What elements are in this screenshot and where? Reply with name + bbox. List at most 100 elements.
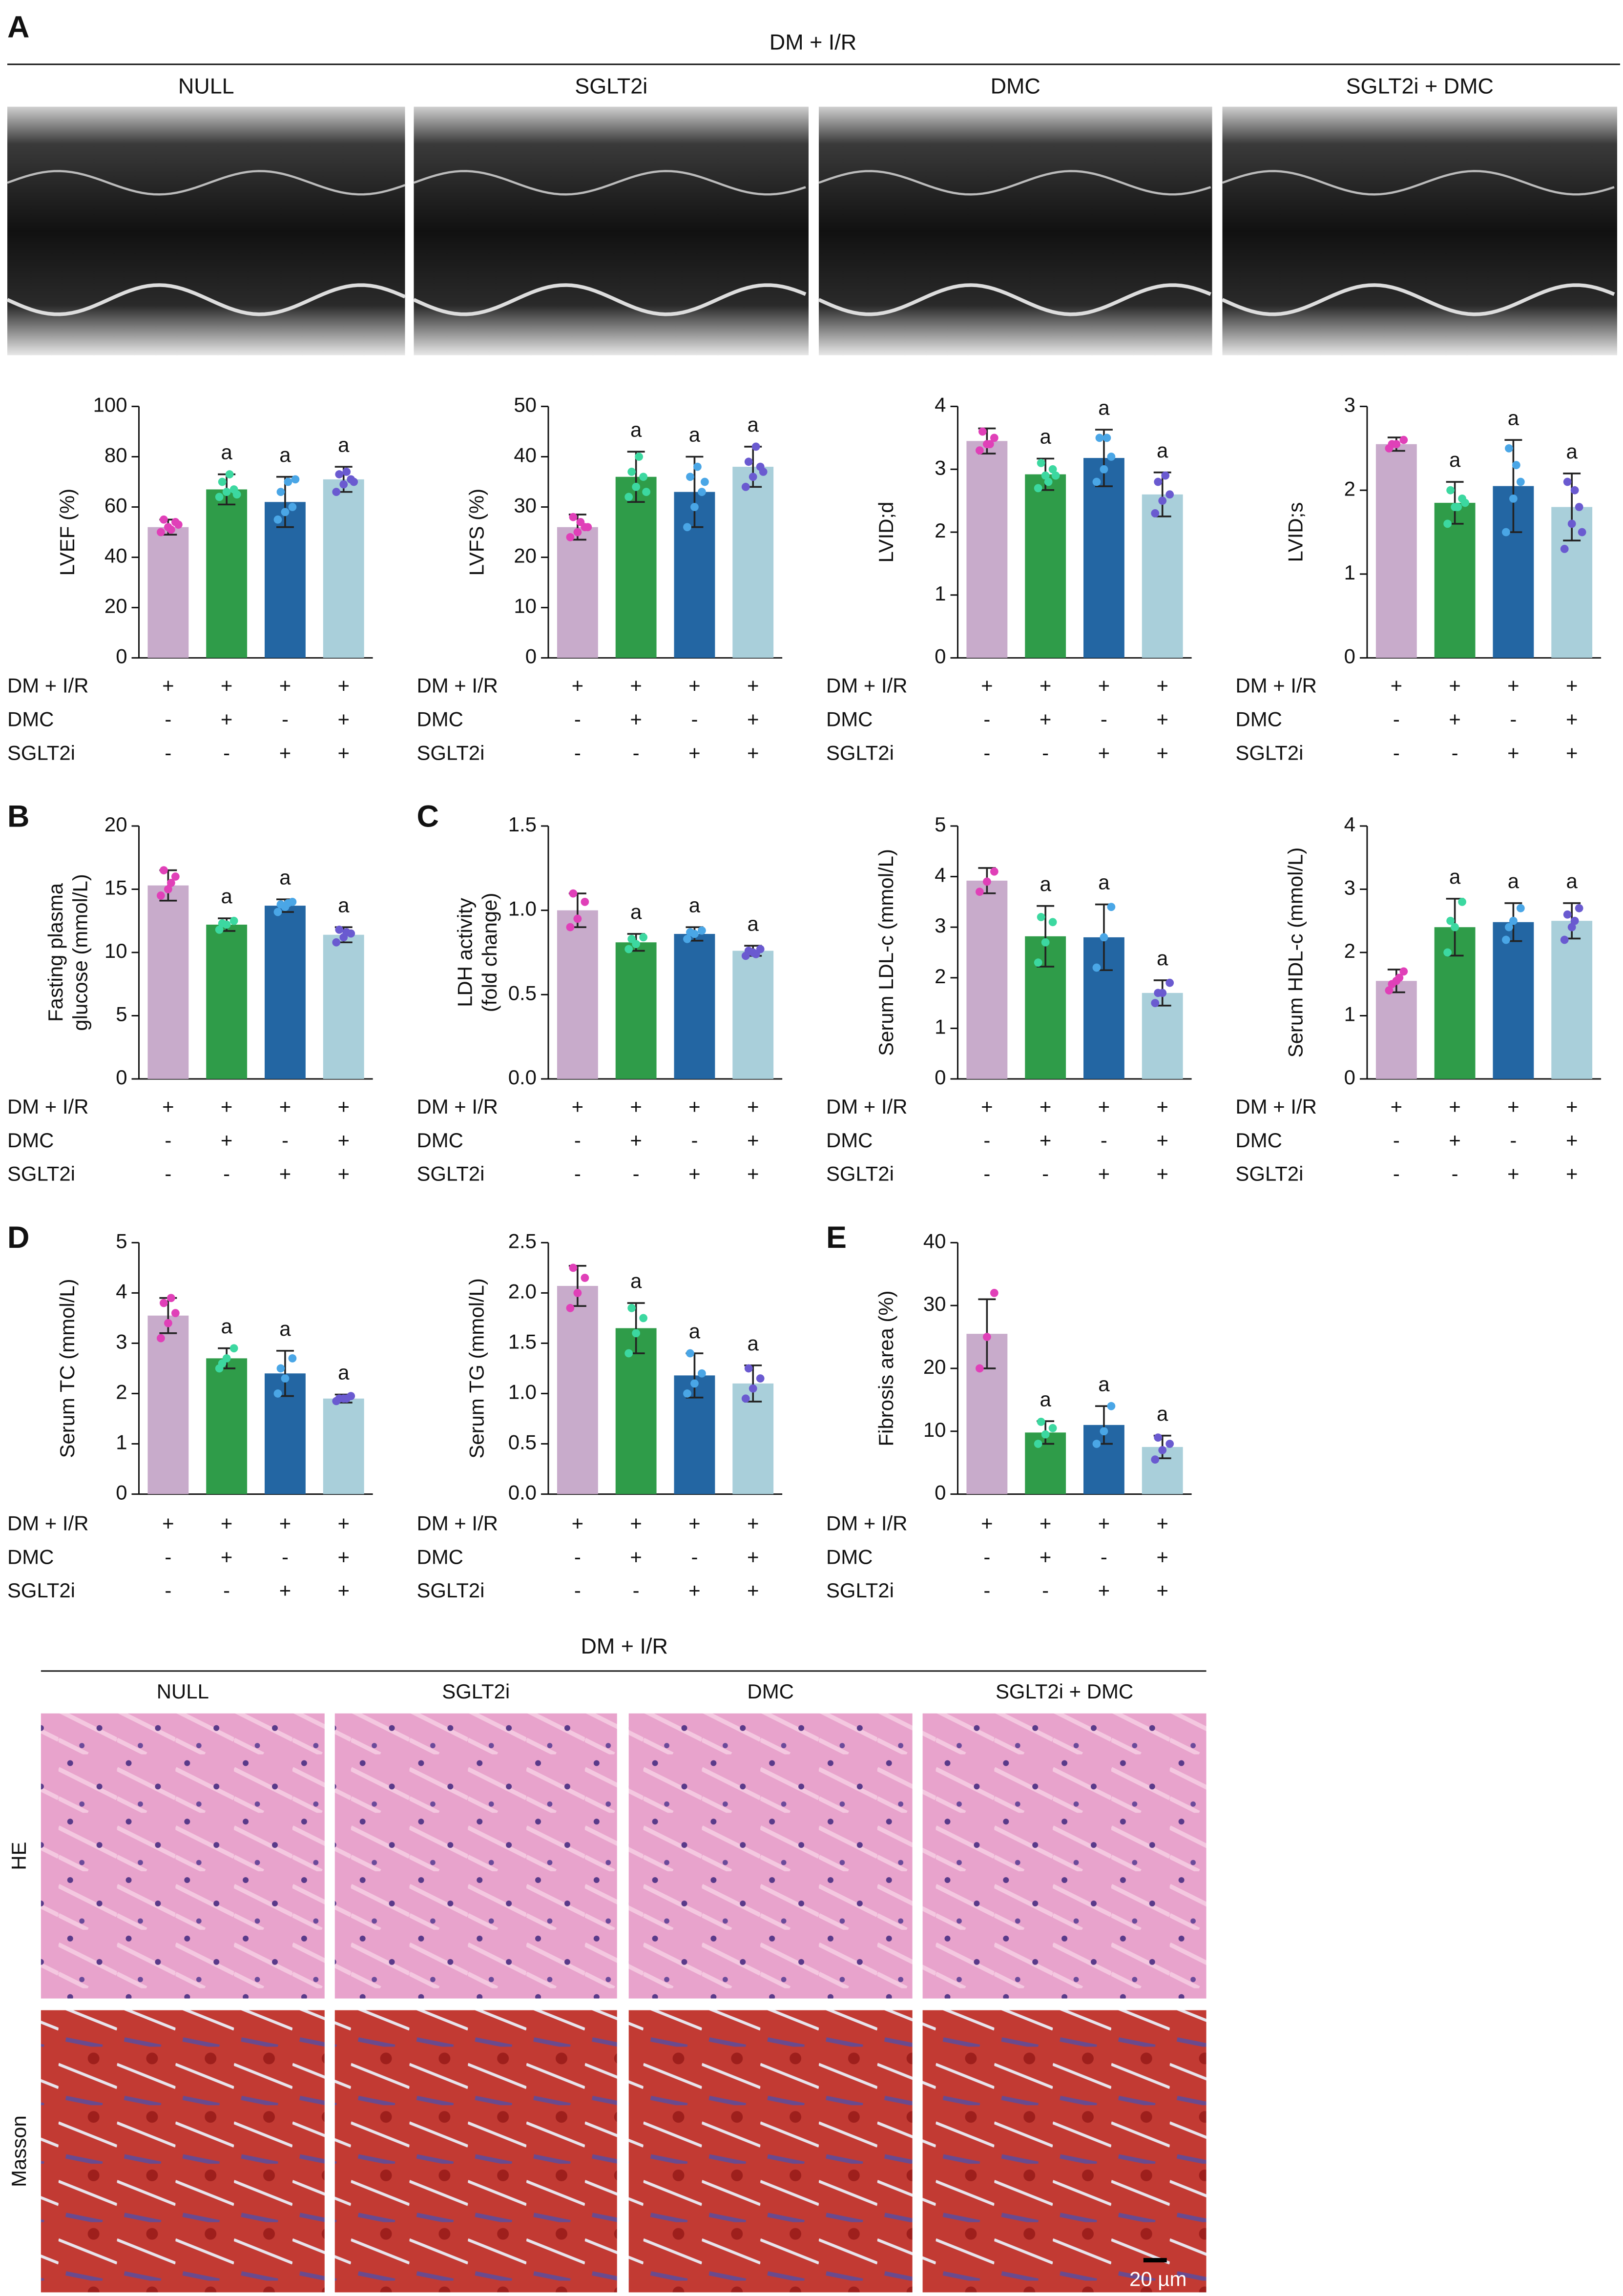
data-point: [985, 440, 994, 449]
y-axis-label: LVID;d: [874, 502, 897, 563]
condition-sign: +: [1156, 1545, 1168, 1568]
histology-image: [922, 1713, 1207, 1999]
y-tick-label: 2: [935, 965, 946, 988]
condition-sign: +: [337, 741, 349, 764]
y-axis-label: Serum TG (mmol/L): [465, 1278, 488, 1458]
condition-label: SGLT2i: [826, 1162, 894, 1185]
condition-sign: +: [630, 707, 642, 730]
condition-sign: +: [630, 1129, 642, 1152]
condition-sign: +: [747, 1129, 759, 1152]
annotation: a: [630, 418, 642, 441]
condition-sign: +: [572, 1511, 583, 1534]
condition-sign: -: [691, 1129, 698, 1152]
condition-sign: +: [688, 1579, 700, 1602]
data-point: [229, 1344, 238, 1353]
condition-sign: +: [1098, 1511, 1110, 1534]
bar: [1493, 922, 1534, 1079]
condition-label: DM + I/R: [7, 674, 88, 697]
data-point: [1505, 444, 1513, 453]
condition-sign: -: [1393, 1162, 1400, 1185]
data-point: [284, 899, 292, 908]
data-point: [229, 916, 238, 925]
annotation: a: [1098, 396, 1110, 419]
bar: [615, 1328, 657, 1494]
data-point: [1388, 980, 1396, 989]
data-point: [1451, 923, 1459, 931]
data-point: [160, 1299, 168, 1307]
y-tick-label: 2: [935, 519, 946, 542]
condition-sign: +: [1156, 1095, 1168, 1118]
condition-sign: -: [1042, 1579, 1049, 1602]
condition-sign: +: [1391, 1095, 1402, 1118]
y-tick-label: 4: [935, 393, 946, 416]
data-point: [639, 1314, 648, 1323]
y-tick-label: 1.5: [508, 813, 537, 836]
condition-sign: +: [1449, 674, 1460, 697]
y-tick-label: 2: [1344, 477, 1355, 500]
condition-sign: -: [983, 1545, 990, 1568]
y-axis-label-line: LDH activity: [453, 898, 476, 1007]
data-point: [1051, 471, 1060, 480]
condition-sign: +: [688, 1162, 700, 1185]
data-point: [693, 462, 702, 471]
data-point: [1516, 904, 1525, 912]
bar: [615, 942, 657, 1079]
y-tick-label: 4: [1344, 813, 1355, 836]
condition-sign: +: [337, 1095, 349, 1118]
data-point: [1567, 519, 1576, 528]
y-tick-label: 1: [935, 582, 946, 605]
condition-label: DMC: [416, 1545, 463, 1568]
data-point: [218, 477, 227, 486]
annotation: a: [1508, 869, 1519, 892]
data-point: [1509, 916, 1518, 925]
condition-sign: +: [1156, 1579, 1168, 1602]
annotation: a: [1098, 1372, 1110, 1395]
echo-wall: [1222, 170, 1615, 196]
condition-sign: -: [574, 1545, 581, 1568]
data-point: [288, 503, 297, 511]
data-point: [164, 885, 172, 893]
data-point: [627, 1303, 636, 1312]
condition-sign: +: [1098, 741, 1110, 764]
echo-header: DM + I/R: [770, 30, 856, 55]
condition-sign: +: [221, 1129, 232, 1152]
bar: [1434, 502, 1476, 658]
annotation: a: [689, 1320, 701, 1343]
y-axis-label: Fasting plasma glucose (mmol/L): [44, 874, 92, 1031]
condition-sign: -: [983, 741, 990, 764]
condition-sign: -: [223, 741, 230, 764]
condition-sign: -: [633, 1579, 640, 1602]
bar: [1025, 474, 1066, 658]
y-tick-label: 0: [935, 645, 946, 668]
bar: [147, 1315, 189, 1494]
data-point: [1092, 1440, 1101, 1448]
bar: [557, 527, 598, 658]
data-point: [1092, 477, 1101, 486]
data-point: [1095, 434, 1104, 442]
bar: [323, 934, 364, 1079]
condition-sign: +: [572, 674, 583, 697]
data-point: [232, 490, 241, 499]
bar: [732, 951, 774, 1079]
condition-sign: +: [1040, 1129, 1051, 1152]
echo-image: [1222, 106, 1618, 355]
data-point: [1570, 916, 1579, 925]
y-tick-label: 3: [1344, 393, 1355, 416]
condition-sign: +: [1449, 707, 1460, 730]
data-point: [1567, 923, 1576, 931]
data-point: [1151, 1455, 1160, 1464]
data-point: [342, 468, 351, 476]
data-point: [171, 872, 180, 881]
annotation: a: [221, 441, 233, 464]
data-point: [686, 1349, 694, 1358]
condition-sign: +: [1566, 674, 1578, 697]
data-point: [642, 488, 650, 496]
condition-sign: -: [223, 1162, 230, 1185]
panel-letter: D: [7, 1220, 29, 1255]
y-axis-label: LDH activity (fold change): [453, 893, 501, 1013]
data-point: [1560, 935, 1569, 944]
y-tick-label: 20: [104, 595, 127, 618]
data-point: [1443, 948, 1452, 957]
condition-sign: +: [1156, 1511, 1168, 1534]
data-point: [982, 877, 991, 886]
